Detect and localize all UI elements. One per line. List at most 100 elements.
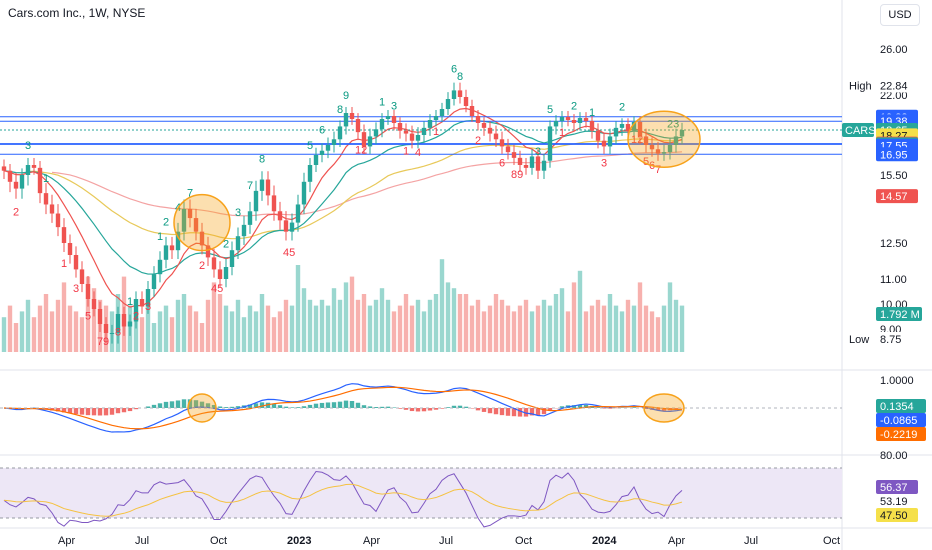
macd-histogram-bar	[319, 402, 325, 408]
rsi-badge	[876, 494, 918, 508]
candle-body	[433, 116, 439, 120]
td-count-label: 3	[25, 140, 31, 152]
td-count-label: 3	[145, 301, 151, 313]
volume-bar	[631, 305, 637, 352]
candle-body	[589, 121, 595, 131]
macd-histogram-bar	[511, 408, 517, 417]
macd-histogram-bar	[229, 406, 235, 408]
volume-bar	[445, 282, 451, 352]
macd-histogram-bar	[631, 407, 637, 408]
volume-bar	[205, 299, 211, 352]
macd-histogram-bar	[193, 400, 199, 408]
volume-bar	[403, 294, 409, 352]
macd-histogram-bar	[61, 408, 67, 413]
td-count-label: 2	[13, 207, 19, 219]
volume-bar	[223, 305, 229, 352]
td-count-label: 23	[667, 118, 679, 130]
candle-body	[73, 255, 79, 270]
volume-bar	[247, 305, 253, 352]
x-axis-label: Apr	[668, 535, 685, 547]
candle-body	[355, 119, 361, 133]
macd-line	[3, 383, 683, 433]
volume-bar	[157, 311, 163, 352]
candle-body	[577, 118, 583, 123]
candle-body	[61, 227, 67, 243]
volume-bar	[451, 288, 457, 352]
candle-body	[211, 257, 217, 270]
price-badge	[876, 332, 918, 346]
macd-histogram-bar	[601, 408, 607, 409]
td-count-label: 7	[655, 164, 661, 176]
td-count-label: 2	[571, 101, 577, 113]
volume-bar	[235, 299, 241, 352]
volume-bar	[571, 282, 577, 352]
chart-title: Cars.com Inc., 1W, NYSE	[8, 6, 146, 20]
macd-histogram-bar	[505, 408, 511, 416]
candle-body	[427, 120, 433, 128]
td-count-label: 45	[283, 247, 295, 259]
x-axis-label: Jul	[744, 535, 758, 547]
volume-bar	[439, 259, 445, 352]
volume-bar	[397, 305, 403, 352]
volume-bar	[199, 323, 205, 352]
macd-histogram-bar	[367, 406, 373, 408]
price-badge	[876, 78, 918, 93]
macd-histogram-bar	[547, 408, 553, 411]
price-tick-label: 12.50	[880, 238, 908, 250]
td-count-label: 6	[319, 125, 325, 137]
candle-body	[229, 250, 235, 267]
candle-body	[403, 130, 409, 134]
td-count-label: 2	[133, 310, 139, 322]
macd-histogram-bar	[97, 408, 103, 416]
macd-histogram-bar	[517, 408, 523, 417]
macd-histogram-bar	[457, 405, 463, 408]
candle-body	[361, 132, 367, 147]
candle-body	[109, 333, 115, 334]
rsi-badge-value: 47.50	[880, 510, 908, 522]
macd-histogram-bar	[481, 408, 487, 412]
volume-bar	[463, 294, 469, 352]
macd-histogram-bar	[115, 408, 121, 414]
td-count-label: 45	[211, 283, 223, 295]
td-count-label: 3	[535, 146, 541, 158]
price-badge-label: Low	[849, 334, 869, 346]
macd-histogram-bar	[385, 406, 391, 408]
macd-histogram-bar	[169, 401, 175, 408]
td-count-label: 2	[223, 239, 229, 251]
candle-body	[643, 136, 649, 145]
candle-body	[235, 236, 241, 251]
volume-bar	[91, 288, 97, 352]
volume-bar	[349, 276, 355, 352]
rsi-badge-value: 53.19	[880, 496, 908, 508]
macd-histogram-bar	[289, 407, 295, 408]
candle-body	[169, 245, 175, 251]
macd-histogram-bar	[355, 402, 361, 408]
currency-button[interactable]: USD	[880, 4, 920, 26]
macd-histogram-bar	[307, 404, 313, 408]
td-count-label: 8	[259, 154, 265, 166]
volume-bar	[67, 305, 73, 352]
x-axis-label: 2024	[592, 535, 617, 547]
volume-bar	[277, 311, 283, 352]
candle-body	[367, 136, 373, 147]
macd-histogram-bar	[91, 408, 97, 416]
volume-bar	[667, 282, 673, 352]
x-axis-label: Oct	[515, 535, 532, 547]
candle-body	[619, 124, 625, 128]
td-count-label: 3	[601, 157, 607, 169]
macd-histogram-bar	[523, 408, 529, 417]
td-count-label: 6	[451, 63, 457, 75]
rsi-badge-value: 56.37	[880, 482, 908, 494]
candle-body	[613, 127, 619, 137]
volume-bar	[295, 265, 301, 352]
candle-body	[409, 133, 415, 141]
candle-body	[7, 170, 13, 182]
volume-bar	[547, 305, 553, 352]
macd-histogram-bar	[463, 406, 469, 408]
volume-bar	[577, 270, 583, 352]
macd-histogram-bar	[421, 408, 427, 412]
volume-bar	[553, 294, 559, 352]
volume-bar	[229, 311, 235, 352]
x-axis-label: Jul	[439, 535, 453, 547]
